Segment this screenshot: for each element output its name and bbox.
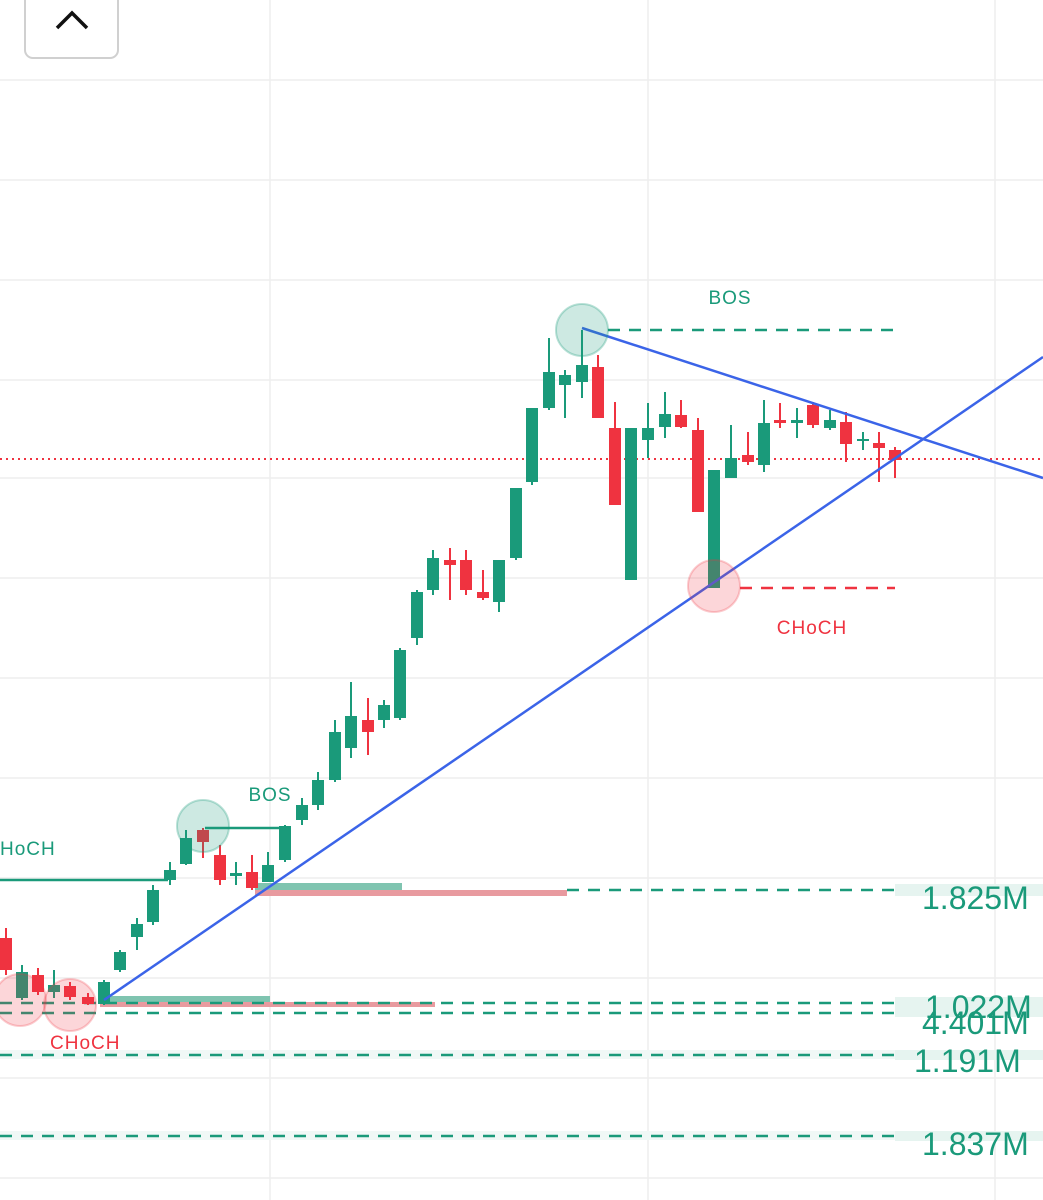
candle-part [345,716,357,748]
candle-part [147,890,159,922]
candle-part [873,443,885,448]
order-block [255,883,402,890]
candle-part [32,975,44,992]
price-band [895,1050,1043,1060]
trend-line [103,355,1043,1002]
candle-part [114,952,126,970]
candle-part [312,780,324,805]
price-label: 4.401M [922,1005,1029,1041]
candle-part [889,450,901,460]
candle-part [692,430,704,512]
candle-part [791,420,803,423]
price-label: 1.191M [914,1043,1021,1079]
candle-part [262,865,274,882]
candle-part [164,870,176,880]
candle-part [543,372,555,408]
candle-part [230,873,242,876]
levels [0,328,895,1138]
candle-part [180,838,192,864]
candle-part [394,650,406,718]
candle-part [493,560,505,602]
candle-part [526,408,538,482]
annotation: CHoCH [777,618,847,639]
candle-part [758,423,770,465]
candle-part [824,420,836,428]
candle-part [444,560,456,565]
candle-part [708,470,720,588]
candle-part [725,458,737,478]
candles [0,330,901,1005]
price-band [895,884,1043,896]
price-label: 1.837M [922,1126,1029,1162]
candle-part [0,938,12,970]
candle-part [279,826,291,860]
price-band [895,997,1043,1017]
price-label: 1.022M [925,989,1032,1025]
candle-part [16,972,28,998]
candle-part [214,855,226,880]
candle-part [559,375,571,385]
candle-part [840,422,852,444]
candle-part [197,830,209,842]
candle-part [742,455,754,462]
candle-part [82,997,94,1004]
candle-part [64,986,76,997]
price-label: 1.825M [922,880,1029,916]
candle-part [296,805,308,820]
candle-part [460,560,472,590]
annotation: HoCH [0,839,56,860]
candle-part [625,428,637,580]
candle-part [659,414,671,427]
annotation: BOS [708,288,751,309]
pivots [0,303,741,1032]
price-band [895,1131,1043,1141]
order-block [255,890,567,896]
candle-part [592,367,604,418]
order-block [100,996,270,1002]
candle-part [378,705,390,720]
candle-part [246,872,258,888]
candle-part [642,428,654,440]
candle-part [857,439,869,441]
candle-part [774,420,786,423]
order-block [100,1002,435,1007]
candle-part [98,982,110,1004]
annotation: CHoCH [50,1033,120,1054]
annotation: BOS [248,785,291,806]
candle-part [48,985,60,992]
candle-part [477,592,489,598]
candle-part [427,558,439,590]
candle-part [131,924,143,937]
candle-part [609,428,621,505]
candle-part [675,415,687,427]
candle-part [510,488,522,558]
candle-part [329,732,341,780]
candle-part [576,365,588,382]
trend-line [581,326,1043,480]
candle-part [411,592,423,638]
candle-part [807,405,819,425]
collapse-button[interactable] [24,0,119,59]
candle-part [362,720,374,732]
